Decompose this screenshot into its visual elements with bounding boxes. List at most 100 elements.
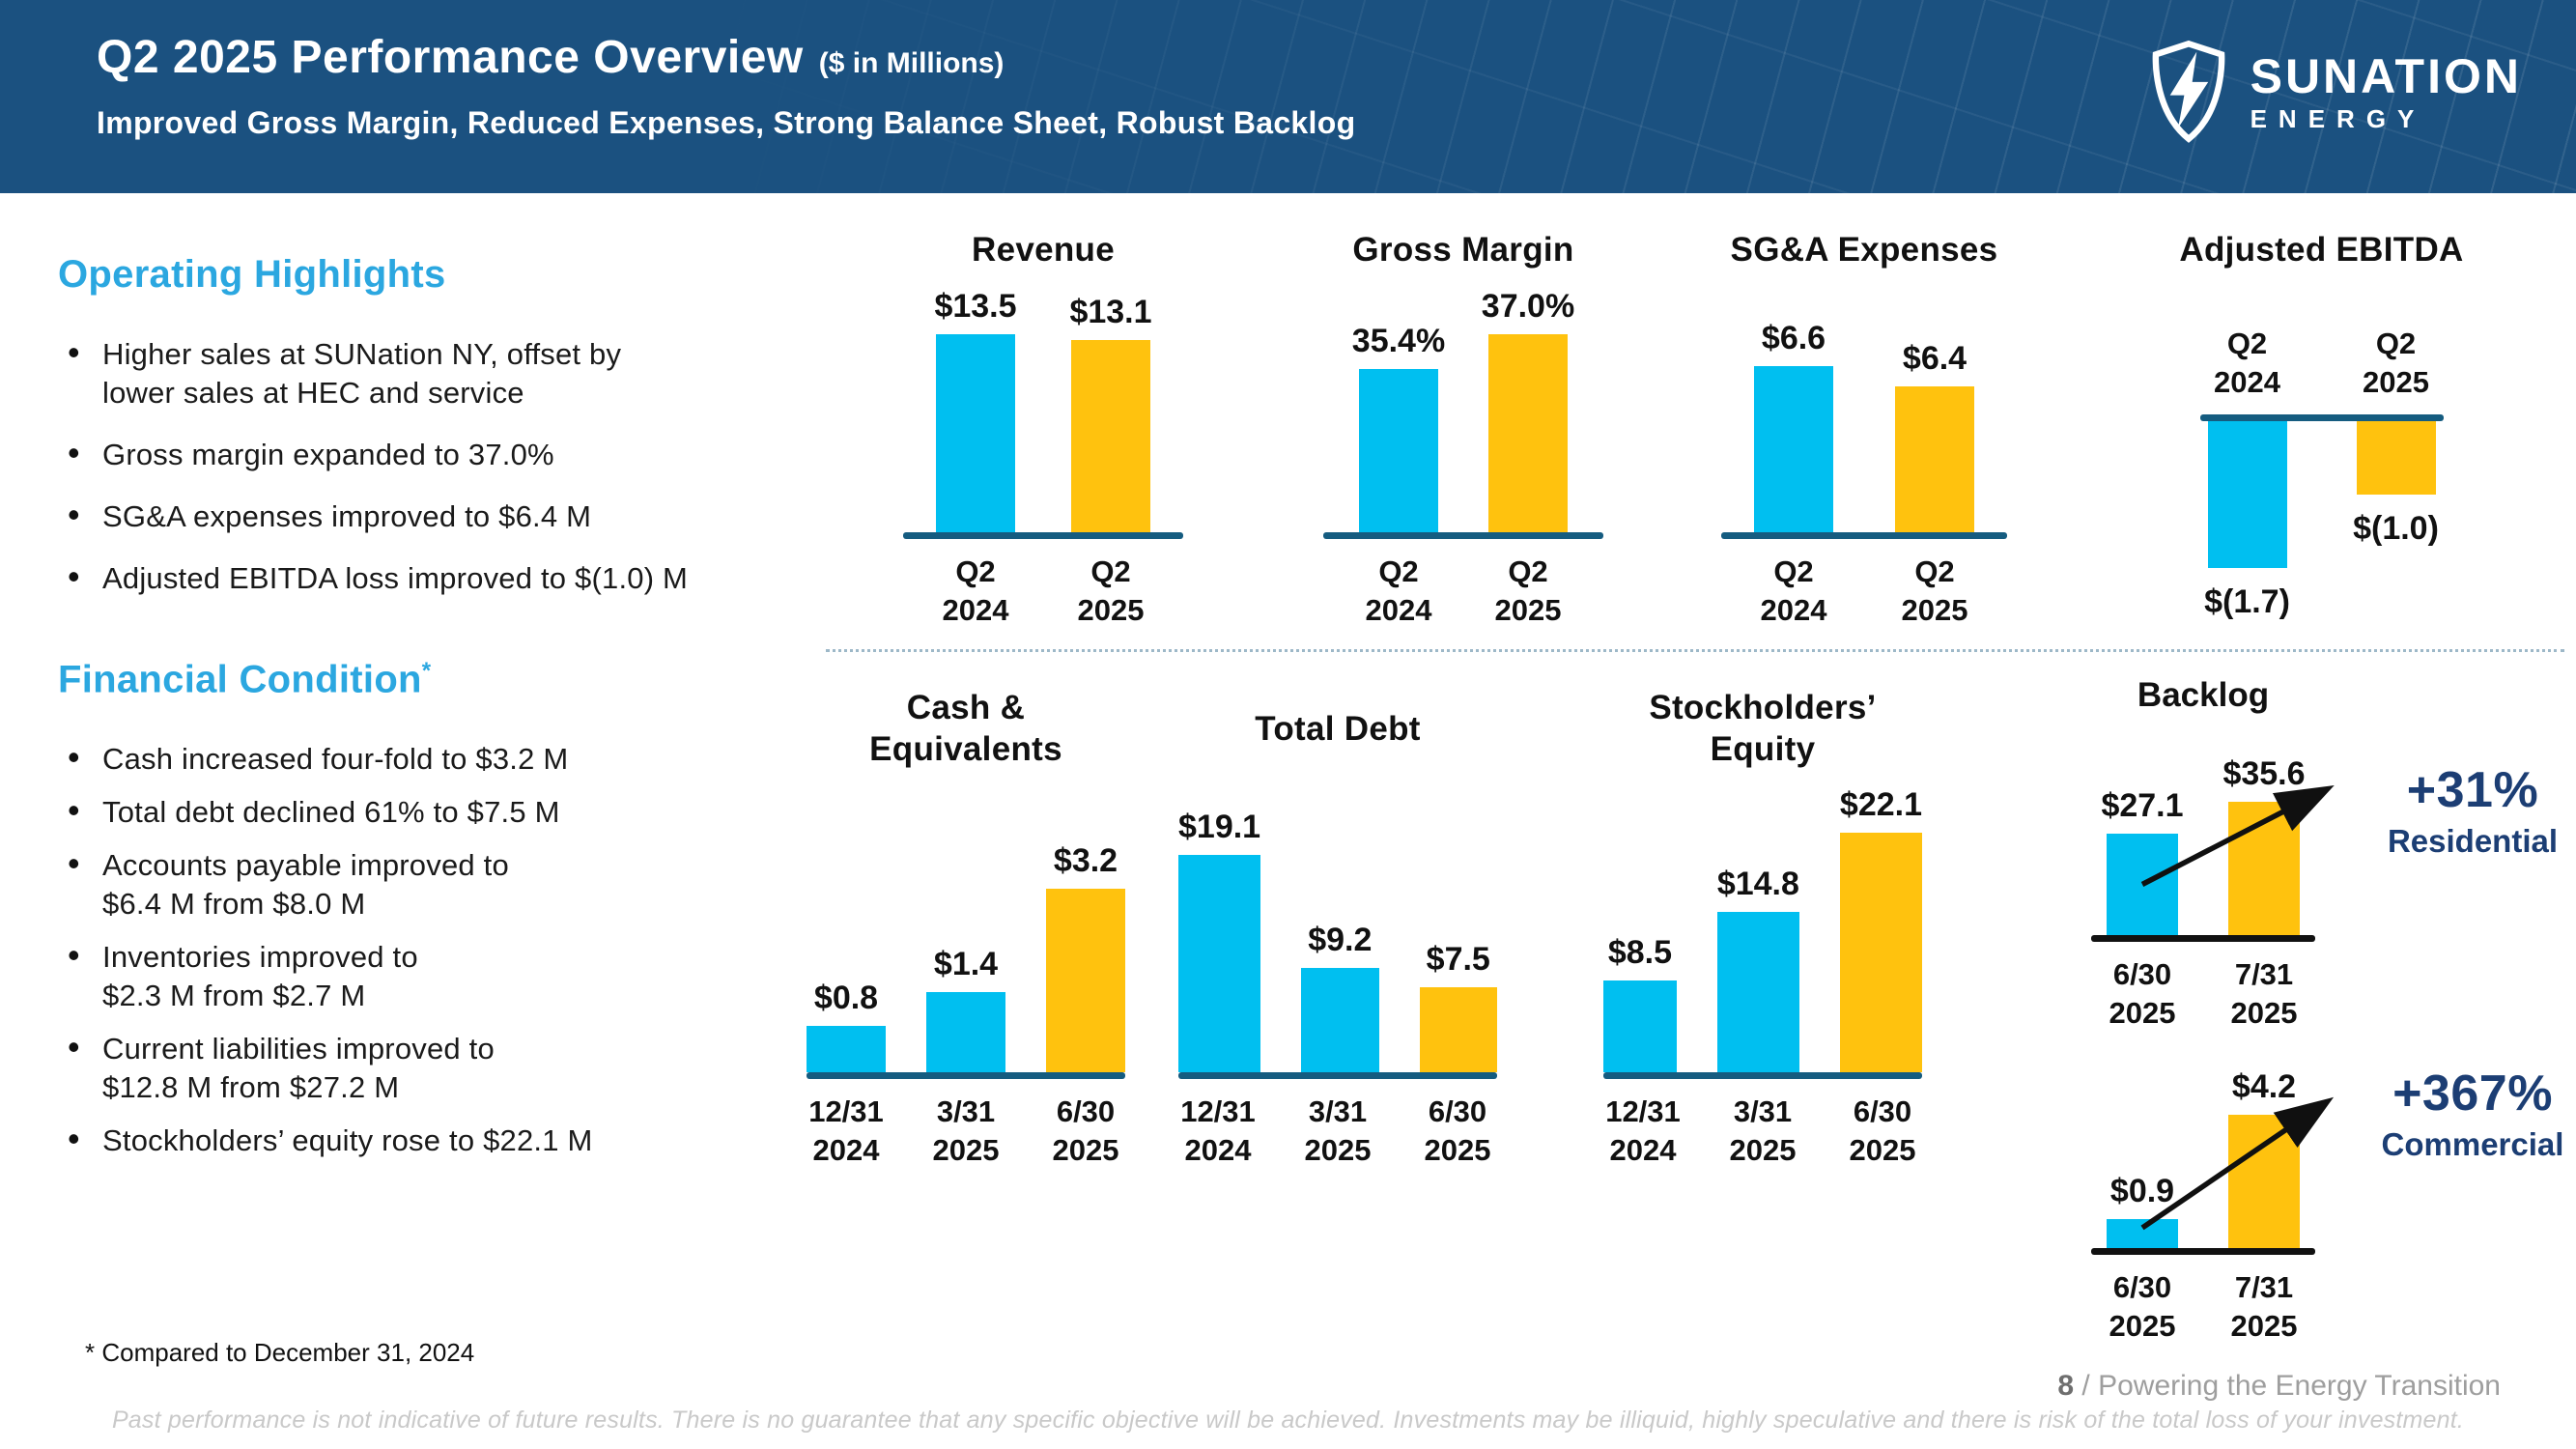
residential-annotation: +31% Residential	[2362, 761, 2576, 860]
ebitda-bar	[2356, 420, 2436, 495]
gross-margin-x-labels: Q2 2024 Q2 2025	[1323, 553, 1603, 631]
backlog-residential-chart: $27.1 $35.6 6/30 2025 7/31 2025	[2091, 750, 2335, 1034]
quarterly-charts-row: Revenue $13.5 $13.1 Q2 2024 Q2 2025 Gross Marg…	[821, 224, 2576, 631]
sga-x-labels: Q2 2024 Q2 2025	[1721, 553, 2007, 631]
cash-equivalents-chart: Cash & Equivalents $0.8 $1.4 $3.2 12/31 2024 3/…	[802, 676, 1130, 1346]
sga-x-label: Q2 2025	[1901, 554, 1968, 628]
backlog-residential-x-label: 6/30 2025	[2109, 957, 2176, 1031]
backlog-commercial-bar-group: $4.2	[2228, 1068, 2300, 1248]
equity-bar-group: $8.5	[1603, 934, 1677, 1072]
backlog-commercial-x-label: 6/30 2025	[2109, 1269, 2176, 1343]
sga-value-label: $6.4	[1902, 340, 1967, 377]
backlog-commercial-chart: $0.9 $4.2 6/30 2025 7/31 2025	[2091, 1063, 2335, 1347]
debt-bar	[1178, 855, 1261, 1072]
ebitda-bar-group: $(1.7)	[2204, 420, 2290, 621]
revenue-x-labels: Q2 2024 Q2 2025	[903, 553, 1183, 631]
stockholders-equity-chart: Stockholders’ Equity $8.5 $14.8 $22.1 12/31 20…	[1545, 676, 1980, 1346]
balance-sheet-charts-row: Cash & Equivalents $0.8 $1.4 $3.2 12/31 2024 3/…	[802, 676, 2576, 1346]
backlog-residential-x-labels: 6/30 2025 7/31 2025	[2091, 955, 2315, 1034]
backlog-residential-value-label: $35.6	[2222, 755, 2306, 792]
equity-x-labels: 12/31 2024 3/31 2025 6/30 2025	[1603, 1093, 1922, 1171]
total-debt-chart: Total Debt $19.1 $9.2 $7.5 12/31 2024 3/31 2025…	[1130, 676, 1545, 1346]
debt-x-label: 6/30 2025	[1424, 1094, 1491, 1168]
revenue-bar	[1071, 340, 1150, 532]
cash-bar	[926, 992, 1005, 1072]
debt-value-label: $9.2	[1308, 922, 1373, 958]
revenue-title: Revenue	[972, 231, 1115, 269]
commercial-label: Commercial	[2381, 1125, 2564, 1162]
debt-value-label: $7.5	[1426, 941, 1490, 978]
backlog-commercial-value-label: $4.2	[2231, 1067, 2297, 1105]
debt-bar	[1419, 987, 1497, 1072]
debt-bar-group: $9.2	[1301, 922, 1379, 1072]
gross-margin-x-label: Q2 2025	[1494, 554, 1562, 628]
ebitda-title: Adjusted EBITDA	[2179, 231, 2464, 269]
ebitda-x-label: Q2 2025	[2363, 327, 2429, 400]
cash-bar-group: $0.8	[807, 980, 886, 1072]
debt-plot-area: $19.1 $9.2 $7.5	[1178, 782, 1497, 1072]
backlog-residential-value-label: $27.1	[2101, 787, 2184, 824]
backlog-residential-x-label: 7/31 2025	[2230, 957, 2298, 1031]
shield-lightning-icon	[2152, 40, 2224, 143]
list-item: Adjusted EBITDA loss improved to $(1.0) …	[58, 557, 821, 598]
sga-value-label: $6.6	[1761, 320, 1826, 356]
equity-bar	[1716, 912, 1799, 1072]
residential-label: Residential	[2387, 823, 2559, 859]
cash-plot-area: $0.8 $1.4 $3.2	[807, 782, 1125, 1072]
logo-sub-text: ENERGY	[2250, 104, 2426, 133]
ebitda-x-labels: Q2 2024 Q2 2025	[2200, 325, 2444, 403]
ebitda-value-label: $(1.0)	[2353, 509, 2439, 547]
debt-x-label: 12/31 2024	[1180, 1094, 1256, 1168]
page-title: Q2 2025 Performance Overview	[97, 32, 804, 83]
equity-bar	[1603, 980, 1677, 1072]
backlog-residential-plot-area: $27.1 $35.6	[2091, 750, 2335, 935]
backlog-commercial-bar-group: $0.9	[2107, 1173, 2178, 1248]
revenue-bar	[936, 334, 1015, 532]
revenue-plot-area: $13.5 $13.1	[903, 288, 1183, 532]
list-item: Current liabilities improved to $12.8 M …	[58, 1028, 821, 1107]
header-titles: Q2 2025 Performance Overview ($ in Millio…	[97, 31, 1355, 141]
cash-bar-group: $1.4	[926, 946, 1005, 1072]
list-item: Accounts payable improved to $6.4 M from…	[58, 844, 821, 923]
financial-condition-list: Cash increased four-fold to $3.2 M Total…	[58, 738, 821, 1160]
backlog-section: Backlog $27.1 $35.6 6/30 2025 7/31 2025 +31% …	[1980, 676, 2576, 1346]
backlog-residential-bar-group: $35.6	[2222, 755, 2306, 935]
cash-bar	[807, 1026, 886, 1072]
cash-x-label: 3/31 2025	[932, 1094, 1000, 1168]
commercial-annotation: +367% Commercial	[2362, 1065, 2576, 1163]
cash-value-label: $1.4	[933, 946, 999, 982]
list-item: Total debt declined 61% to $7.5 M	[58, 791, 821, 832]
equity-x-label: 12/31 2024	[1605, 1094, 1681, 1168]
ebitda-bar	[2207, 420, 2287, 568]
debt-x-label: 3/31 2025	[1304, 1094, 1372, 1168]
revenue-chart: Revenue $13.5 $13.1 Q2 2024 Q2 2025	[821, 224, 1265, 631]
equity-value-label: $14.8	[1716, 866, 1799, 902]
cash-bar	[1046, 889, 1125, 1072]
backlog-commercial-x-label: 7/31 2025	[2230, 1269, 2298, 1343]
page-number: 8	[2057, 1370, 2075, 1402]
debt-value-label: $19.1	[1178, 809, 1261, 845]
list-item: Cash increased four-fold to $3.2 M	[58, 738, 821, 779]
cash-title: Cash & Equivalents	[869, 689, 1062, 768]
revenue-bar-group: $13.1	[1069, 294, 1152, 532]
operating-highlights-list: Higher sales at SUNation NY, offset by l…	[58, 333, 821, 598]
disclaimer-text: Past performance is not indicative of fu…	[111, 1406, 2465, 1434]
sga-axis-line	[1721, 532, 2007, 539]
backlog-commercial-value-label: $0.9	[2109, 1172, 2175, 1209]
backlog-residential-bar	[2107, 834, 2178, 935]
gross-margin-value-label: 37.0%	[1481, 288, 1575, 325]
footnote-asterisk: *	[421, 658, 432, 684]
cash-value-label: $3.2	[1053, 842, 1118, 879]
cash-x-label: 12/31 2024	[808, 1094, 884, 1168]
debt-bar-group: $19.1	[1178, 809, 1261, 1072]
backlog-commercial-block: $0.9 $4.2 6/30 2025 7/31 2025 +367% Commercia…	[2091, 1063, 2563, 1347]
sga-title: SG&A Expenses	[1730, 231, 1998, 269]
equity-value-label: $8.5	[1607, 934, 1672, 971]
sga-bar	[1895, 386, 1974, 532]
equity-x-label: 6/30 2025	[1849, 1094, 1916, 1168]
residential-growth-pct: +31%	[2406, 762, 2539, 818]
backlog-commercial-x-labels: 6/30 2025 7/31 2025	[2091, 1268, 2315, 1347]
operating-highlights-heading: Operating Highlights	[58, 253, 446, 296]
backlog-title: Backlog	[2137, 676, 2270, 714]
